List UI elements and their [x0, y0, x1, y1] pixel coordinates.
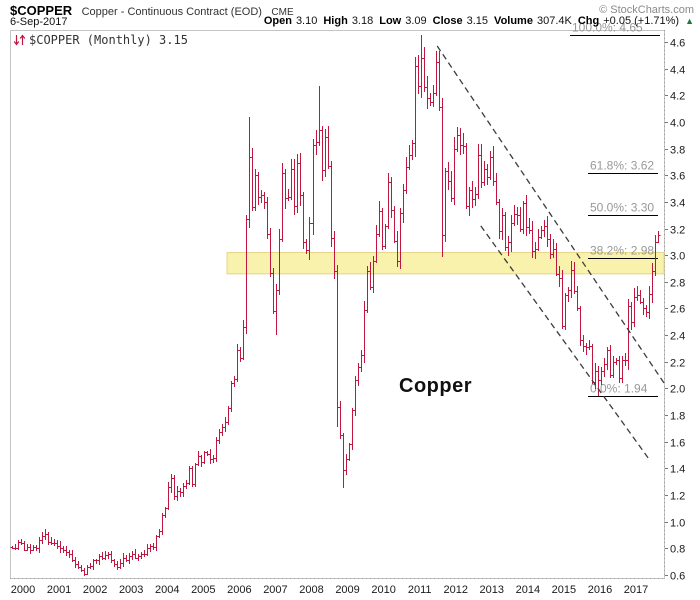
x-tick-label: 2012 — [443, 584, 467, 596]
downtrend-dashed-line — [480, 225, 651, 461]
x-tick-label: 2002 — [83, 584, 107, 596]
open-label: Open — [263, 15, 292, 27]
y-tick-label: 1.6 — [670, 438, 685, 450]
high-value: 3.18 — [351, 15, 374, 27]
y-tick-label: 1.0 — [670, 518, 685, 530]
downtrend-dashed-line — [436, 45, 665, 384]
x-tick-label: 2016 — [588, 584, 612, 596]
x-tick-label: 2006 — [227, 584, 251, 596]
fib-level-label: 50.0%: 3.30 — [590, 201, 654, 215]
x-tick-label: 2003 — [119, 584, 143, 596]
x-tick-label: 2009 — [335, 584, 359, 596]
x-tick-label: 2000 — [11, 584, 35, 596]
y-tick-label: 3.4 — [670, 198, 685, 210]
fib-level-label: 38.2%: 2.98 — [590, 244, 654, 258]
fib-level-label: 0.0%: 1.94 — [590, 382, 648, 396]
y-tick-label: 2.4 — [670, 331, 685, 343]
plot-border — [10, 30, 665, 579]
ohlc-bars — [10, 35, 661, 576]
low-label: Low — [379, 15, 402, 27]
x-tick-label: 2013 — [480, 584, 504, 596]
high-label: High — [323, 15, 348, 27]
instrument-title: Copper - Continuous Contract (EOD) — [81, 6, 262, 18]
y-tick-label: 0.6 — [670, 571, 685, 583]
up-triangle-icon: ▲ — [685, 16, 694, 26]
x-tick-label: 2015 — [552, 584, 576, 596]
y-tick-label: 1.2 — [670, 491, 685, 503]
symbol-label: $COPPER — [10, 3, 73, 18]
fib-level-label: 100.0%: 4.65 — [572, 21, 643, 35]
x-tick-label: 2010 — [371, 584, 395, 596]
y-tick-label: 1.4 — [670, 464, 685, 476]
chart-header: $COPPER Copper - Continuous Contract (EO… — [10, 2, 294, 20]
x-tick-label: 2004 — [155, 584, 179, 596]
y-tick-label: 2.6 — [670, 304, 685, 316]
legend-text: $COPPER (Monthly) 3.15 — [29, 33, 188, 47]
copyright-label: © StockCharts.com — [599, 4, 694, 16]
x-tick-label: 2011 — [408, 584, 432, 596]
exchange-label: CME — [271, 7, 294, 18]
x-tick-label: 2007 — [263, 584, 287, 596]
y-tick-label: 4.0 — [670, 118, 685, 130]
x-tick-label: 2005 — [191, 584, 215, 596]
y-tick-label: 1.8 — [670, 411, 685, 423]
y-tick-label: 2.2 — [670, 358, 685, 370]
y-tick-label: 4.4 — [670, 65, 685, 77]
y-tick-label: 3.8 — [670, 145, 685, 157]
close-label: Close — [432, 15, 463, 27]
y-tick-label: 2.0 — [670, 384, 685, 396]
y-tick-label: 3.2 — [670, 225, 685, 237]
quote-row: Open 3.10 High 3.18 Low 3.09 Close 3.15 … — [264, 15, 694, 27]
change-value: +0.05 (+1.71%) — [603, 15, 680, 27]
y-tick-label: 4.6 — [670, 38, 685, 50]
price-style-icon — [13, 34, 26, 46]
support-zone-band — [226, 252, 665, 275]
volume-label: Volume — [494, 15, 533, 27]
y-tick-label: 2.8 — [670, 278, 685, 290]
y-tick-label: 3.6 — [670, 171, 685, 183]
x-tick-label: 2001 — [47, 584, 71, 596]
open-value: 3.10 — [295, 15, 318, 27]
x-tick-label: 2008 — [299, 584, 323, 596]
close-value: 3.15 — [466, 15, 489, 27]
low-value: 3.09 — [405, 15, 427, 27]
x-tick-label: 2014 — [516, 584, 540, 596]
y-tick-label: 0.8 — [670, 544, 685, 556]
quote-date: 6-Sep-2017 — [10, 16, 68, 28]
x-tick-label: 2017 — [624, 584, 648, 596]
y-tick-label: 4.2 — [670, 91, 685, 103]
copper-annotation-label: Copper — [399, 375, 472, 397]
change-label: Chg — [577, 15, 600, 27]
fib-level-label: 61.8%: 3.62 — [590, 159, 654, 173]
chart-legend: $COPPER (Monthly) 3.15 — [13, 33, 188, 47]
y-tick-label: 3.0 — [670, 251, 685, 263]
volume-value: 307.4K — [536, 15, 572, 27]
